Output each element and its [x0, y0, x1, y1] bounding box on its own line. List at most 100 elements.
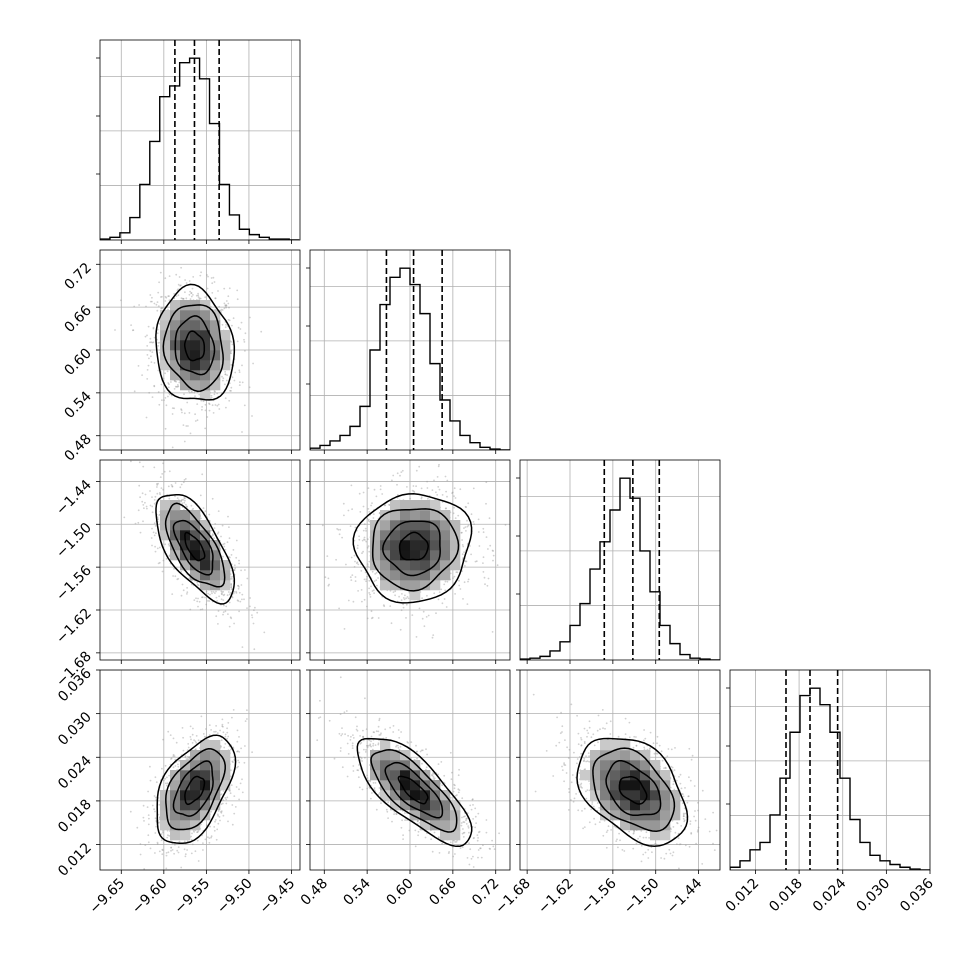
scatter-point	[231, 343, 234, 346]
scatter-point	[238, 761, 241, 764]
scatter-point	[143, 507, 145, 510]
scatter-point	[156, 301, 159, 303]
scatter-point	[415, 744, 417, 747]
density-cell	[420, 530, 431, 541]
density-cell	[180, 520, 191, 531]
scatter-point	[216, 392, 219, 395]
scatter-point	[226, 594, 229, 597]
density-cell	[180, 320, 191, 331]
scatter-point	[214, 297, 217, 300]
scatter-point	[156, 483, 158, 485]
scatter-point	[236, 599, 239, 602]
scatter-point	[192, 507, 195, 510]
scatter-point	[163, 779, 165, 782]
contour-level-0	[184, 775, 206, 806]
scatter-point	[209, 825, 212, 828]
scatter-point	[173, 852, 176, 855]
scatter-point	[169, 734, 172, 736]
scatter-point	[249, 316, 251, 319]
scatter-point	[220, 308, 223, 311]
scatter-point	[204, 838, 207, 841]
scatter-point	[176, 385, 179, 388]
scatter-point	[228, 306, 230, 309]
scatter-point	[207, 275, 209, 278]
scatter-point	[194, 395, 196, 397]
density-cell	[210, 560, 221, 571]
scatter-point	[426, 594, 428, 597]
scatter-point	[356, 729, 359, 732]
scatter-point	[241, 364, 243, 367]
scatter-point	[190, 852, 193, 855]
scatter-point	[441, 494, 444, 496]
scatter-point	[231, 376, 234, 379]
scatter-point	[209, 593, 211, 596]
scatter-point	[132, 329, 135, 331]
scatter-point	[356, 562, 358, 565]
scatter-point	[171, 485, 174, 488]
scatter-point	[324, 576, 327, 579]
panel-frame	[729, 669, 931, 871]
scatter-point	[179, 486, 182, 489]
scatter-point	[181, 727, 184, 729]
scatter-point	[179, 284, 182, 287]
scatter-point	[233, 622, 236, 625]
scatter-point	[156, 332, 159, 335]
scatter-point	[154, 817, 157, 820]
scatter-point	[168, 393, 171, 396]
scatter-point	[241, 381, 244, 384]
density-cell	[170, 330, 181, 341]
scatter-point	[246, 607, 248, 609]
scatter-point	[186, 587, 189, 589]
scatter-point	[164, 427, 167, 430]
scatter-point	[232, 746, 235, 749]
scatter-point	[398, 595, 400, 598]
density-cell	[200, 560, 211, 571]
scatter-point	[159, 476, 162, 478]
density-cell	[370, 550, 381, 561]
density-cell	[160, 360, 171, 371]
panel-frame	[99, 39, 301, 241]
density-cell	[190, 550, 201, 561]
scatter-point	[243, 341, 246, 343]
scatter-point	[233, 591, 236, 593]
scatter-point	[157, 518, 160, 521]
scatter-point	[338, 533, 341, 536]
scatter-point	[165, 852, 168, 854]
scatter-point	[170, 394, 173, 397]
density-cell	[210, 750, 221, 761]
scatter-point	[220, 811, 223, 814]
density-cell	[170, 800, 181, 811]
density-cell	[380, 560, 391, 571]
scatter-point	[217, 531, 220, 534]
scatter-point	[235, 556, 238, 559]
density-cell	[400, 520, 411, 531]
scatter-point	[178, 381, 181, 384]
scatter-point	[194, 420, 197, 422]
scatter-point	[150, 341, 153, 343]
histogram-step	[310, 267, 510, 450]
scatter-point	[488, 517, 491, 520]
scatter-point	[482, 556, 485, 559]
scatter-point	[191, 742, 194, 744]
scatter-point	[165, 558, 168, 560]
scatter-point	[158, 818, 161, 821]
scatter-point	[228, 625, 231, 628]
scatter-point	[186, 758, 189, 760]
scatter-point	[190, 835, 193, 838]
density-cell	[190, 570, 201, 581]
scatter-point	[236, 289, 239, 292]
scatter-point	[440, 588, 443, 591]
density-cell	[450, 560, 461, 571]
scatter-point	[146, 345, 149, 347]
scatter-point	[146, 334, 148, 337]
scatter-point	[371, 590, 374, 592]
scatter-point	[403, 598, 406, 601]
scatter-point	[477, 849, 480, 851]
scatter-point	[149, 765, 151, 768]
density-cell	[200, 360, 211, 371]
scatter-point	[220, 745, 222, 748]
scatter-point	[166, 836, 169, 839]
scatter-point	[186, 591, 189, 594]
scatter-point	[153, 362, 156, 364]
density-cell	[210, 360, 221, 371]
